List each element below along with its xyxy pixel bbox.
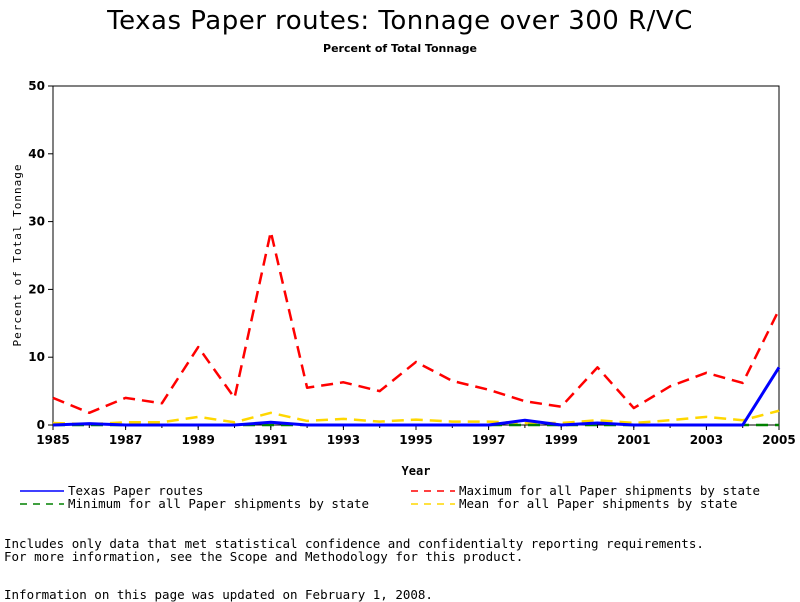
x-tick-label: 1985	[36, 433, 69, 447]
x-tick-label: 1995	[399, 433, 432, 447]
x-tick-label: 2003	[690, 433, 723, 447]
y-tick-label: 0	[37, 418, 45, 432]
mean-line	[52, 409, 780, 426]
y-tick-label: 30	[28, 215, 45, 229]
x-axis: 1985 1987 1989 1991 1993 1995 1997 1999 2001 2003…	[36, 425, 796, 447]
plot-frame	[52, 85, 780, 426]
note-confidence: Includes only data that met statistical …	[4, 536, 704, 551]
maximum-line	[52, 230, 781, 415]
legend-label: Maximum for all Paper shipments by state	[459, 483, 760, 498]
x-tick-label: 1993	[327, 433, 360, 447]
line-chart: 1985 1987 1989 1991 1993 1995 1997 1999 2001 2003…	[11, 79, 796, 511]
series-lines	[52, 230, 781, 427]
y-axis: 0 10 20 30 40 50	[28, 79, 53, 432]
y-axis-label: Percent of Total Tonnage	[11, 164, 24, 347]
y-tick-label: 50	[28, 79, 45, 93]
x-tick-label: 1997	[472, 433, 505, 447]
chart-subtitle: Percent of Total Tonnage	[323, 42, 477, 55]
y-tick-label: 40	[28, 147, 45, 161]
note-methodology: For more information, see the Scope and …	[4, 549, 524, 564]
y-tick-label: 20	[28, 282, 45, 296]
x-tick-label: 1991	[254, 433, 287, 447]
x-tick-label: 1999	[544, 433, 577, 447]
x-tick-label: 1989	[181, 433, 214, 447]
note-updated: Information on this page was updated on …	[4, 587, 433, 602]
legend-label: Mean for all Paper shipments by state	[459, 496, 737, 511]
legend-label: Minimum for all Paper shipments by state	[68, 496, 369, 511]
x-tick-label: 2001	[617, 433, 650, 447]
x-axis-label: Year	[402, 464, 431, 478]
x-tick-label: 1987	[109, 433, 142, 447]
y-tick-label: 10	[28, 350, 45, 364]
legend: Texas Paper routes Maximum for all Paper …	[20, 483, 760, 511]
chart-title: Texas Paper routes: Tonnage over 300 R/V…	[107, 6, 693, 36]
texas-paper-routes-line	[52, 366, 781, 427]
x-tick-label: 2005	[762, 433, 795, 447]
legend-label: Texas Paper routes	[68, 483, 203, 498]
